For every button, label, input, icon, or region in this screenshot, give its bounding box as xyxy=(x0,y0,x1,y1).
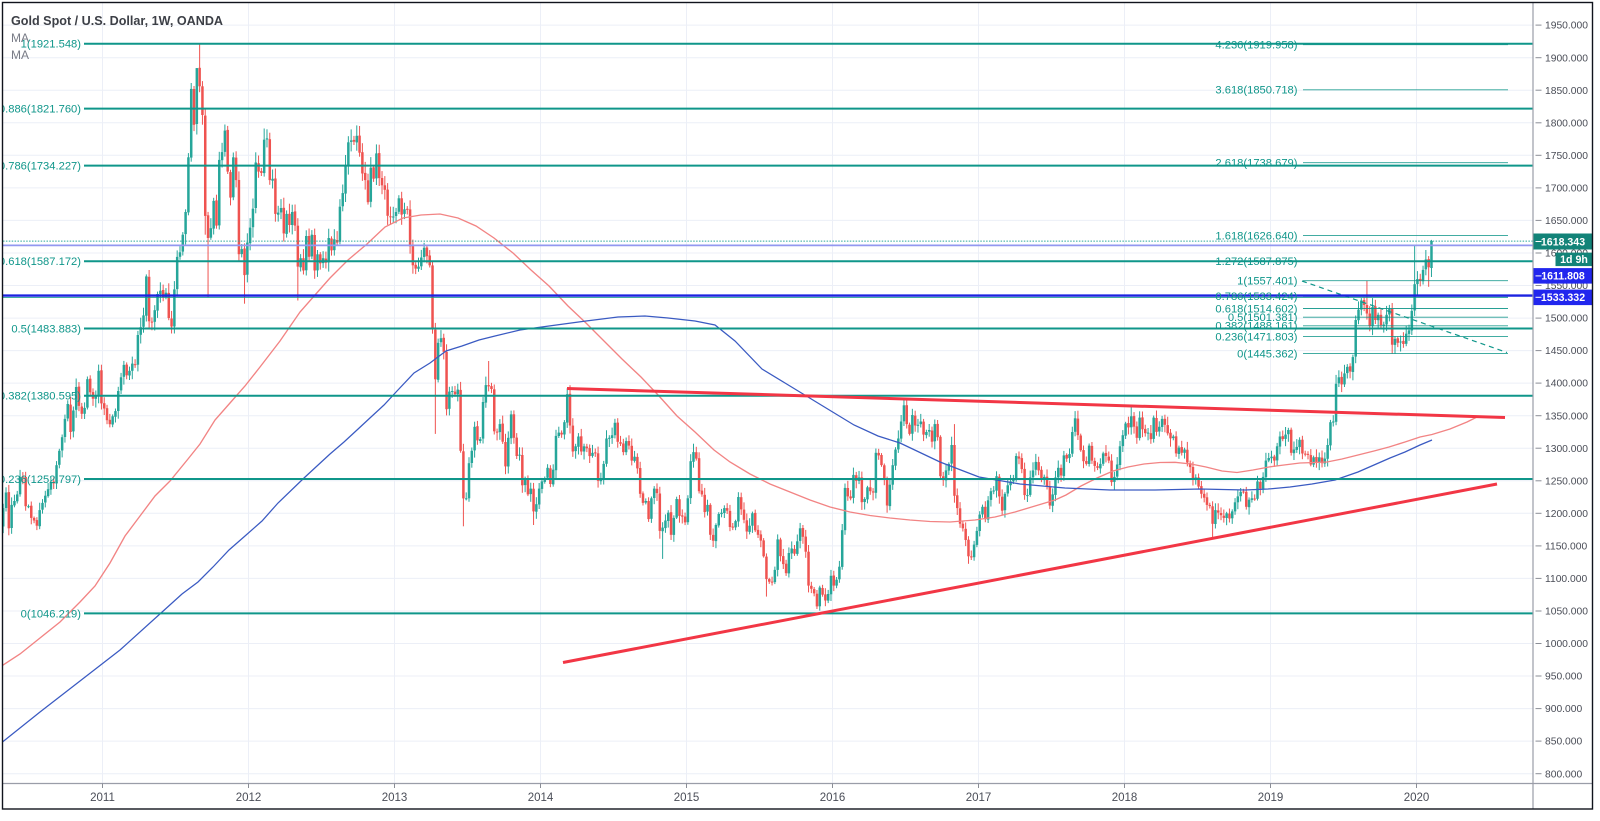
svg-text:3.618(1850.718): 3.618(1850.718) xyxy=(1215,85,1297,97)
svg-text:950.000: 950.000 xyxy=(1545,672,1582,683)
svg-text:850.000: 850.000 xyxy=(1545,737,1582,748)
svg-text:0.5(1501.381): 0.5(1501.381) xyxy=(1228,312,1298,324)
svg-text:1000.000: 1000.000 xyxy=(1545,639,1588,650)
svg-text:1d 9h: 1d 9h xyxy=(1560,254,1588,266)
svg-text:1650.000: 1650.000 xyxy=(1545,216,1588,227)
svg-text:0.886(1821.760): 0.886(1821.760) xyxy=(0,104,81,116)
svg-text:2015: 2015 xyxy=(674,792,700,804)
svg-text:2013: 2013 xyxy=(382,792,408,804)
svg-text:1500.000: 1500.000 xyxy=(1545,314,1588,325)
svg-text:2011: 2011 xyxy=(90,792,115,804)
svg-text:1750.000: 1750.000 xyxy=(1545,151,1588,162)
svg-text:4.236(1919.958): 4.236(1919.958) xyxy=(1215,40,1297,52)
svg-text:2017: 2017 xyxy=(966,792,992,804)
svg-text:0.618(1587.172): 0.618(1587.172) xyxy=(0,256,81,268)
svg-text:2016: 2016 xyxy=(820,792,846,804)
svg-text:2019: 2019 xyxy=(1258,792,1284,804)
svg-text:1.272(1587.875): 1.272(1587.875) xyxy=(1215,256,1297,268)
svg-text:1400.000: 1400.000 xyxy=(1545,379,1588,390)
svg-text:0(1046.219): 0(1046.219) xyxy=(21,608,82,620)
svg-text:0.618(1514.602): 0.618(1514.602) xyxy=(1215,303,1297,315)
svg-text:MA: MA xyxy=(11,48,29,62)
svg-text:1533.332: 1533.332 xyxy=(1541,292,1585,304)
svg-text:0.5(1483.883): 0.5(1483.883) xyxy=(11,323,81,335)
svg-text:2018: 2018 xyxy=(1112,792,1138,804)
svg-text:Gold Spot / U.S. Dollar, 1W, O: Gold Spot / U.S. Dollar, 1W, OANDA xyxy=(11,14,223,28)
svg-text:1300.000: 1300.000 xyxy=(1545,444,1588,455)
svg-text:0(1445.362): 0(1445.362) xyxy=(1237,349,1298,361)
svg-text:1150.000: 1150.000 xyxy=(1545,542,1587,553)
svg-text:1050.000: 1050.000 xyxy=(1545,607,1588,618)
svg-text:0.382(1380.595): 0.382(1380.595) xyxy=(0,391,81,403)
svg-text:1611.808: 1611.808 xyxy=(1541,271,1585,283)
svg-text:0.786(1734.227): 0.786(1734.227) xyxy=(0,161,81,173)
svg-text:1250.000: 1250.000 xyxy=(1545,476,1588,487)
svg-text:1618.343: 1618.343 xyxy=(1541,236,1585,248)
svg-text:1800.000: 1800.000 xyxy=(1545,118,1588,129)
svg-text:2.618(1738.679): 2.618(1738.679) xyxy=(1215,158,1297,170)
svg-text:1(1921.548): 1(1921.548) xyxy=(21,39,82,51)
svg-text:0.236(1471.803): 0.236(1471.803) xyxy=(1215,331,1297,343)
svg-text:900.000: 900.000 xyxy=(1545,704,1582,715)
svg-text:2020: 2020 xyxy=(1404,792,1430,804)
svg-text:1950.000: 1950.000 xyxy=(1545,21,1588,32)
svg-text:1550.000: 1550.000 xyxy=(1545,281,1588,292)
svg-text:1350.000: 1350.000 xyxy=(1545,411,1588,422)
svg-text:0.382(1488.161): 0.382(1488.161) xyxy=(1215,321,1297,333)
svg-text:0.786(1533.424): 0.786(1533.424) xyxy=(1215,291,1297,303)
svg-text:1700.000: 1700.000 xyxy=(1545,184,1588,195)
svg-text:1900.000: 1900.000 xyxy=(1545,53,1588,64)
svg-text:2014: 2014 xyxy=(528,792,554,804)
svg-text:1.618(1626.640): 1.618(1626.640) xyxy=(1215,231,1297,243)
svg-text:800.000: 800.000 xyxy=(1545,769,1582,780)
svg-text:1200.000: 1200.000 xyxy=(1545,509,1588,520)
svg-text:0.236(1252.797): 0.236(1252.797) xyxy=(0,474,81,486)
svg-text:1850.000: 1850.000 xyxy=(1545,86,1588,97)
svg-text:1450.000: 1450.000 xyxy=(1545,346,1588,357)
svg-text:MA: MA xyxy=(11,31,29,45)
svg-text:1(1557.401): 1(1557.401) xyxy=(1237,276,1298,288)
svg-text:2012: 2012 xyxy=(236,792,262,804)
svg-text:1100.000: 1100.000 xyxy=(1545,574,1587,585)
